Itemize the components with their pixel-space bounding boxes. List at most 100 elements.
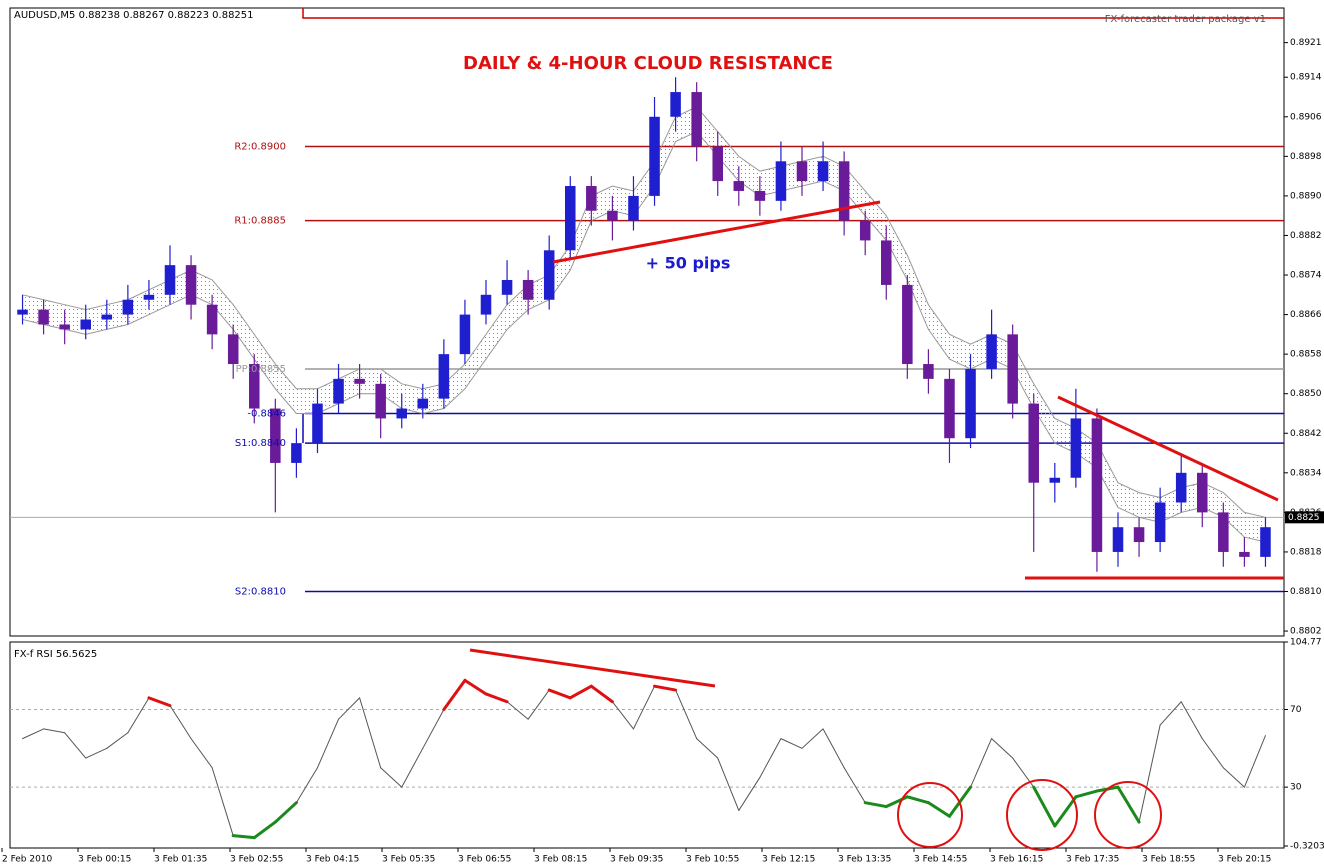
candle-body [859, 220, 871, 241]
candle-body [1007, 334, 1018, 404]
candle-body [1070, 418, 1082, 478]
rsi-segment [295, 767, 318, 804]
trendline [1057, 395, 1279, 502]
cloud-edge [22, 131, 1266, 543]
candle-body [438, 354, 450, 399]
candle-body [754, 190, 766, 201]
candle-body [375, 383, 386, 419]
rsi-segment [863, 801, 888, 809]
candle-body [817, 161, 829, 182]
candle-body [312, 403, 323, 444]
rsi-segment [843, 767, 866, 804]
highlight-circle [1006, 779, 1078, 851]
candle-body [607, 210, 618, 221]
candle-body [227, 334, 239, 365]
y-tick-label: 104.77 [1290, 638, 1322, 648]
rsi-segment [169, 705, 192, 740]
y-tick-label: 0.8906 [1290, 112, 1322, 122]
candle-body [1028, 403, 1039, 483]
candle-body [143, 294, 155, 300]
y-tick-label: 0.8921 [1290, 38, 1322, 48]
x-tick-label: 3 Feb 18:55 [1142, 855, 1195, 865]
candle-body [1154, 502, 1166, 543]
rsi-segment [1222, 767, 1245, 788]
rsi-segment [359, 697, 382, 769]
candle-body [944, 378, 955, 439]
x-tick-label: 3 Feb 06:55 [458, 855, 511, 865]
candle-body [691, 92, 702, 147]
cloud-edge [22, 106, 1266, 518]
current-price-label: 0.8825 [1288, 513, 1320, 523]
highlight-circle [1094, 781, 1162, 849]
y-tick-label: 0.8874 [1290, 271, 1322, 281]
marks: 0.8921 0.8914 0.8906 0.8898 0.8890 0.8882 0.88… [1, 38, 1324, 865]
candle-body [38, 309, 49, 325]
candle-body [522, 279, 534, 300]
candle-body [796, 161, 808, 182]
candle-body [733, 181, 745, 191]
y-tick-label: -0.3203 [1290, 842, 1324, 852]
candle-body [270, 408, 281, 463]
candle-body [1175, 472, 1187, 503]
y-tick-label: 30 [1290, 783, 1302, 793]
candle-body [1239, 551, 1250, 557]
rsi-segment [401, 747, 424, 788]
candle-body [586, 186, 597, 211]
y-tick-label: 0.8858 [1290, 350, 1322, 360]
frame-line [302, 8, 1284, 19]
candle-body [1091, 418, 1103, 552]
y-tick-label: 0.8850 [1290, 389, 1322, 399]
rsi-segment [1116, 785, 1141, 824]
candle-body [986, 334, 997, 369]
rsi-segment [527, 689, 550, 720]
x-tick-label: 3 Feb 14:55 [914, 855, 967, 865]
rsi-segment [273, 801, 298, 824]
rsi-segment [905, 795, 930, 805]
pivot-label: -0.8846 [247, 408, 286, 419]
rsi-segment [22, 728, 45, 740]
x-tick-label: 3 Feb 09:35 [610, 855, 663, 865]
rsi-segment [43, 728, 66, 734]
candle-body [1112, 527, 1124, 552]
rsi-segment [64, 732, 87, 759]
candle-body [881, 240, 892, 285]
rsi-segment [675, 689, 698, 740]
rsi-segment [632, 685, 656, 730]
candle-body [291, 443, 302, 463]
rsi-segment [1138, 724, 1161, 823]
trendline [469, 648, 716, 688]
pivot-label: S2:0.8810 [235, 586, 286, 597]
price-plot [10, 77, 1284, 593]
rsi-plot [10, 678, 1284, 840]
candle-body [333, 378, 344, 404]
rsi-segment [696, 738, 719, 759]
x-tick-label: 3 Feb 17:35 [1066, 855, 1119, 865]
candle-body [838, 161, 850, 221]
candle-body [80, 319, 91, 330]
candle-body [417, 398, 429, 409]
candle-body [902, 284, 913, 365]
candle-body [354, 378, 365, 384]
pivot-label: R2:0.8900 [234, 141, 286, 152]
rsi-title: FX-f RSI 56.5625 [14, 649, 97, 660]
y-tick-label: 0.8834 [1290, 468, 1322, 478]
rsi-panel [9, 641, 1285, 849]
pivot-label: PP:0.8855 [236, 364, 286, 375]
x-tick-label: 2 Feb 2010 [2, 855, 53, 865]
candle-body [164, 265, 176, 295]
y-tick-label: 0.8882 [1290, 231, 1322, 241]
rsi-segment [463, 678, 488, 696]
candle-body [1218, 512, 1229, 552]
candle-body [101, 314, 113, 320]
candle-body [712, 146, 723, 182]
candle-body [206, 304, 218, 335]
candle-body [565, 186, 576, 251]
rsi-segment [991, 738, 1014, 759]
y-tick-label: 0.8898 [1290, 152, 1322, 162]
annotation: + 50 pips [646, 254, 731, 273]
candle-body [670, 92, 681, 117]
y-tick-label: 0.8802 [1290, 627, 1322, 637]
chart-title: AUDUSD,M5 0.88238 0.88267 0.88223 0.8825… [14, 10, 254, 21]
rsi-segment [568, 684, 593, 700]
